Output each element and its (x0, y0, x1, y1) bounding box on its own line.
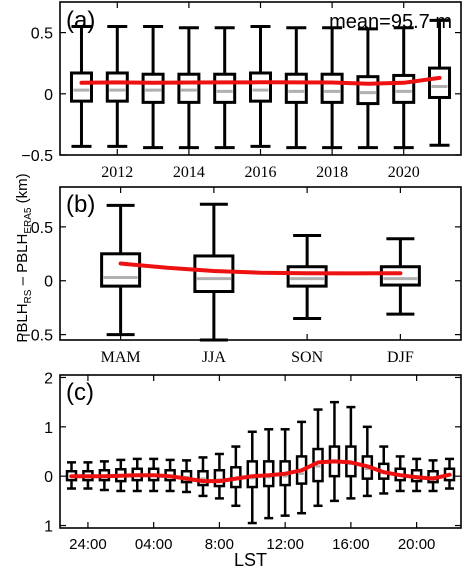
box-body (213, 72, 237, 104)
box-body (392, 73, 416, 104)
x-tick-label: 20:00 (398, 536, 436, 553)
box-body (428, 66, 452, 99)
box-body (177, 72, 201, 104)
y-tick-label: 0.5 (31, 220, 53, 237)
box-body (249, 71, 272, 103)
box-plot (213, 452, 226, 500)
box-plot (379, 237, 421, 316)
panel-c: 1 0 1 2 24:00 04:00 8:00 12:00 16:00 20:00 (c) LST (44, 370, 462, 568)
box-plot (392, 26, 416, 150)
box-plot (356, 27, 380, 150)
box-plot (286, 233, 328, 320)
box-plot (249, 24, 272, 148)
box-plot (197, 456, 209, 498)
y-tick-label: 1 (44, 420, 53, 437)
y-tick-label: 0.5 (31, 26, 53, 43)
y-tick-label: 1 (44, 519, 53, 536)
box-plot (141, 24, 165, 150)
panel-a: −0.5 0 0.5 2012 2014 2016 2018 2020 (a) mean=95.7… (21, 1, 462, 181)
box-body (320, 72, 344, 104)
box-plot (213, 26, 237, 150)
panel-b: −0.5 0 0.5 MAM JJA SON DJF (b) (21, 186, 462, 366)
trend-line (118, 261, 403, 276)
box-plot (328, 400, 341, 503)
x-tick-label: 04:00 (135, 536, 173, 553)
y-axis-label: PBLHRS – PBLHERA5 (km) (14, 173, 34, 342)
box-plot (193, 202, 235, 342)
plot-frame (59, 186, 462, 341)
box-plot (428, 18, 452, 147)
box-plot (427, 459, 439, 493)
box-plot (105, 24, 129, 148)
box-body (286, 265, 328, 288)
box-body (100, 252, 142, 288)
plot-frame (59, 374, 462, 529)
mean-annotation: mean=95.7 m (329, 11, 452, 33)
x-tick-label: 12:00 (266, 536, 304, 553)
box-plot (100, 203, 142, 337)
x-tick-label: 2018 (316, 164, 348, 181)
x-tick-label: 16:00 (332, 536, 370, 553)
x-tick-label: DJF (387, 349, 414, 366)
x-tick-label: 2020 (388, 164, 420, 181)
panel-label: (a) (66, 7, 95, 34)
box-plot (284, 26, 308, 150)
box-plot (345, 405, 357, 500)
box-plot (361, 425, 374, 498)
box-body (356, 75, 380, 106)
x-tick-label: MAM (101, 349, 141, 366)
x-tick-label: 2014 (173, 164, 205, 181)
x-tick-label: 24:00 (69, 536, 107, 553)
box-body (284, 72, 308, 104)
box-body (213, 469, 226, 488)
panel-label: (b) (66, 191, 95, 218)
y-tick-label: 2 (44, 370, 53, 387)
box-body (379, 265, 421, 287)
panel-label: (c) (66, 379, 94, 406)
box-plot (69, 24, 93, 148)
box-body (141, 72, 165, 104)
x-tick-label: 2012 (101, 164, 133, 181)
box-body (69, 71, 93, 103)
x-tick-label: 8:00 (205, 536, 234, 553)
box-body (105, 71, 129, 103)
y-tick-label: 0 (44, 469, 53, 486)
y-tick-label: 0 (44, 274, 53, 291)
y-tick-label: 0 (44, 87, 53, 104)
box-plot (177, 26, 201, 150)
box-plot (320, 26, 344, 150)
y-tick-label: −0.5 (21, 148, 53, 165)
x-tick-label: JJA (202, 349, 226, 366)
box-body (193, 254, 235, 294)
box-plot (312, 408, 324, 508)
x-tick-label: 2016 (245, 164, 277, 181)
y-tick-label: −0.5 (21, 328, 53, 345)
trend-line (69, 459, 452, 484)
x-tick-label: SON (291, 349, 323, 366)
trend-line (79, 75, 442, 86)
x-axis-label: LST (234, 550, 267, 568)
